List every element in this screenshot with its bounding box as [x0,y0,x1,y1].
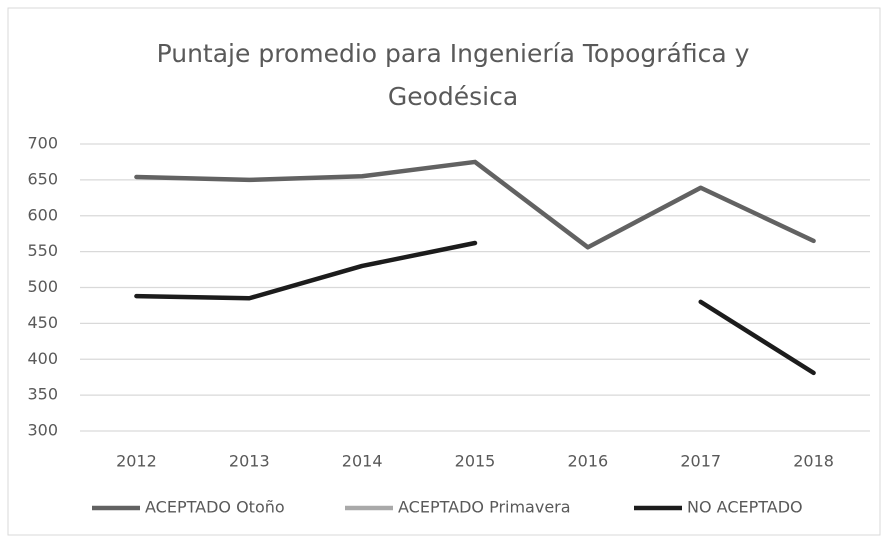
legend-label: ACEPTADO Otoño [145,498,285,517]
legend-label: NO ACEPTADO [687,498,803,517]
x-tick-label: 2014 [342,452,383,471]
series-line [134,159,816,250]
y-tick-label: 350 [27,385,58,404]
x-tick-label: 2017 [680,452,721,471]
y-tick-label: 600 [27,205,58,224]
y-tick-label: 400 [27,349,58,368]
x-tick-label: 2012 [116,452,157,471]
chart-border [7,7,881,536]
x-tick-label: 2013 [229,452,270,471]
x-tick-label: 2016 [567,452,608,471]
x-tick-label: 2018 [793,452,834,471]
y-tick-label: 700 [27,134,58,153]
y-tick-label: 450 [27,313,58,332]
y-tick-label: 300 [27,421,58,440]
legend-label: ACEPTADO Primavera [398,498,571,517]
series-line [134,240,816,376]
y-tick-label: 550 [27,241,58,260]
chart-title: Puntaje promedio para Ingeniería Topográ… [156,39,750,111]
y-tick-label: 500 [27,277,58,296]
x-tick-label: 2015 [455,452,496,471]
y-tick-label: 650 [27,169,58,188]
